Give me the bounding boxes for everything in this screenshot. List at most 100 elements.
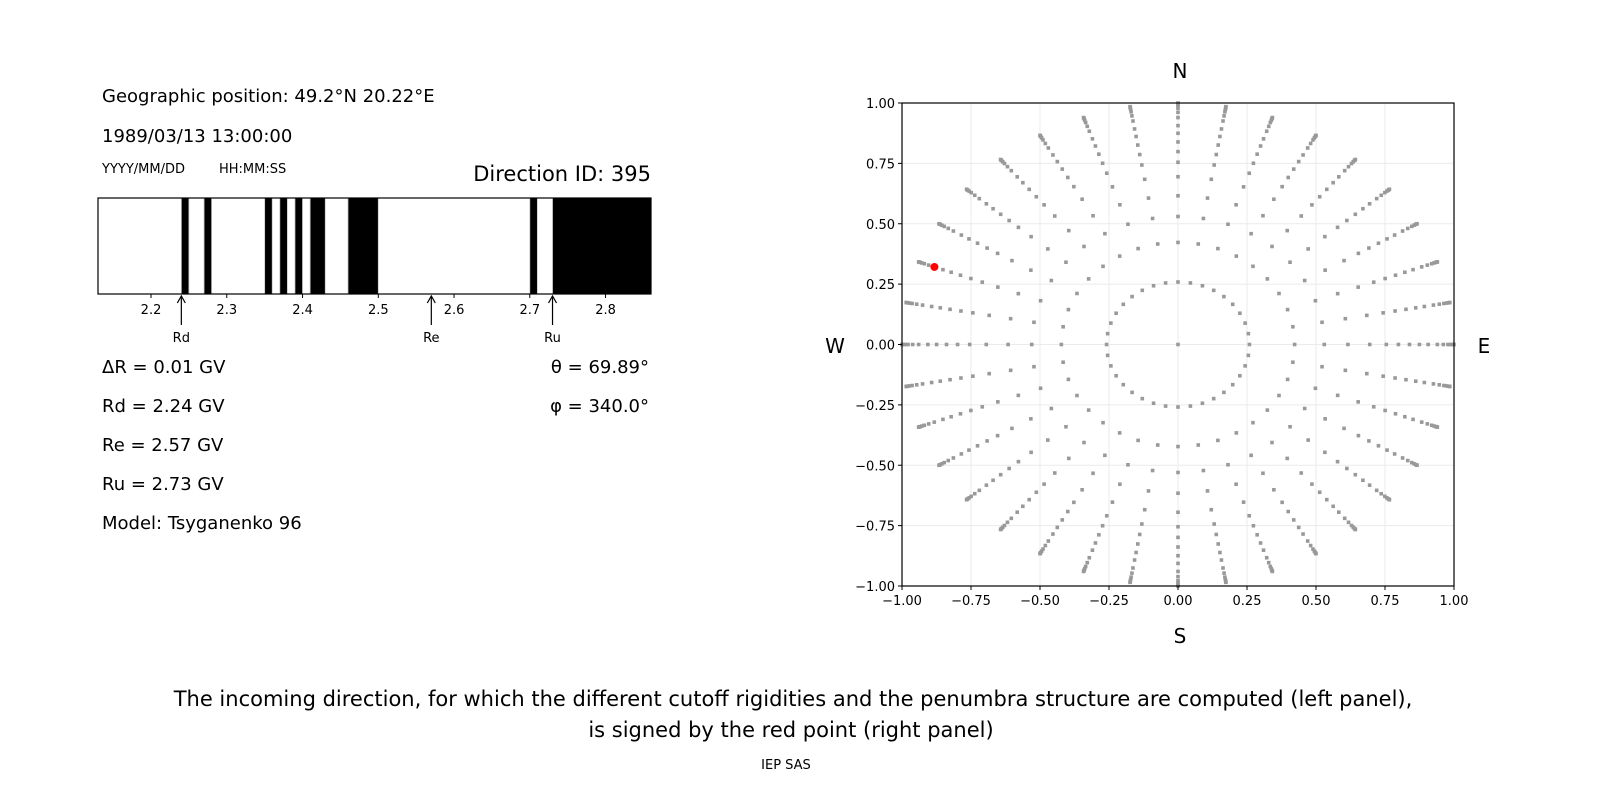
direction-point — [1317, 194, 1322, 199]
direction-point — [1392, 452, 1397, 456]
direction-point — [975, 443, 980, 448]
direction-point — [1176, 553, 1180, 558]
direction-point — [1291, 167, 1296, 171]
direction-point — [1064, 424, 1068, 429]
direction-point — [1385, 237, 1389, 241]
direction-point — [959, 452, 964, 456]
direction-point — [920, 382, 925, 386]
direction-point — [1086, 408, 1091, 412]
direction-point — [1065, 175, 1070, 180]
direction-point — [1435, 342, 1440, 347]
x-tick-label: 0.25 — [1233, 594, 1262, 609]
direction-point — [1365, 371, 1369, 376]
direction-point — [959, 233, 964, 237]
direction-point — [971, 311, 975, 315]
x-tick-label: 2.3 — [216, 303, 237, 318]
direction-point — [1322, 342, 1327, 347]
x-tick-label: 0.75 — [1371, 594, 1400, 609]
direction-point — [1188, 281, 1193, 285]
direction-point — [1066, 456, 1071, 461]
direction-point — [1136, 438, 1140, 443]
direction-point — [1118, 202, 1122, 207]
direction-point — [1415, 221, 1419, 226]
direction-point — [1009, 168, 1014, 173]
direction-point — [1251, 420, 1255, 425]
direction-point — [1270, 244, 1274, 249]
direction-point — [941, 267, 945, 272]
direction-point — [1342, 258, 1346, 263]
direction-point — [1345, 466, 1349, 471]
direction-point — [1317, 490, 1322, 495]
direction-point — [1255, 533, 1259, 537]
direction-point — [929, 380, 934, 385]
direction-point — [1176, 535, 1180, 540]
direction-point — [1285, 456, 1290, 461]
direction-point — [1176, 214, 1180, 219]
direction-point — [1342, 516, 1347, 521]
penumbra-band — [347, 197, 379, 295]
direction-point — [1403, 414, 1407, 419]
direction-point — [1335, 393, 1340, 398]
direction-point — [1200, 401, 1205, 406]
direction-point — [1061, 324, 1065, 329]
direction-point — [1238, 311, 1242, 316]
direction-point — [1117, 254, 1122, 258]
direction-point — [910, 301, 914, 306]
direction-point — [1238, 373, 1242, 378]
direction-point — [1367, 202, 1372, 206]
direction-point — [977, 488, 982, 493]
direction-point — [1029, 417, 1033, 421]
time-format-label: HH:MM:SS — [219, 162, 286, 177]
direction-point — [1080, 197, 1084, 202]
direction-point — [914, 383, 919, 387]
direction-point — [1323, 450, 1327, 455]
direction-point — [1285, 228, 1290, 233]
direction-point — [1246, 331, 1251, 336]
direction-point — [1029, 268, 1033, 272]
direction-point — [1249, 453, 1253, 458]
direction-point — [1016, 393, 1021, 398]
direction-point — [1205, 489, 1210, 493]
direction-point — [1222, 571, 1226, 575]
direction-point — [1308, 141, 1313, 146]
direction-point — [932, 420, 937, 424]
direction-point — [991, 478, 995, 483]
direction-point — [910, 383, 914, 388]
direction-point — [1224, 104, 1228, 109]
direction-point — [1261, 213, 1265, 218]
direction-point — [1090, 548, 1095, 552]
direction-point — [1361, 478, 1365, 483]
direction-point — [1268, 564, 1273, 569]
direction-point — [946, 458, 951, 463]
direction-point — [1085, 560, 1090, 565]
direction-point — [1059, 342, 1064, 347]
direction-point — [1176, 280, 1180, 284]
direction-point — [1261, 137, 1266, 141]
direction-point — [1230, 382, 1235, 387]
direction-point — [996, 285, 1000, 289]
direction-point — [1393, 273, 1398, 278]
direction-point — [1224, 580, 1228, 585]
direction-point — [1356, 400, 1360, 404]
y-tick-label: 0.75 — [866, 157, 895, 172]
direction-point — [1104, 342, 1109, 347]
direction-point — [1324, 497, 1329, 502]
direction-point — [1310, 203, 1314, 207]
direction-point — [1422, 380, 1427, 385]
direction-point — [906, 342, 910, 347]
direction-point — [1090, 137, 1095, 141]
arrow-head-icon — [176, 294, 186, 304]
direction-point — [1121, 302, 1126, 307]
direction-point — [929, 304, 934, 309]
direction-point — [1142, 507, 1147, 512]
direction-point — [1277, 393, 1281, 398]
direction-id: Direction ID: 395 — [473, 162, 651, 186]
direction-point — [1356, 251, 1361, 256]
direction-point — [938, 379, 943, 383]
y-tick-label: 1.00 — [866, 97, 895, 112]
direction-point — [1223, 110, 1227, 114]
direction-point — [1101, 420, 1105, 425]
direction-point — [1150, 216, 1155, 221]
direction-point — [1176, 240, 1180, 245]
